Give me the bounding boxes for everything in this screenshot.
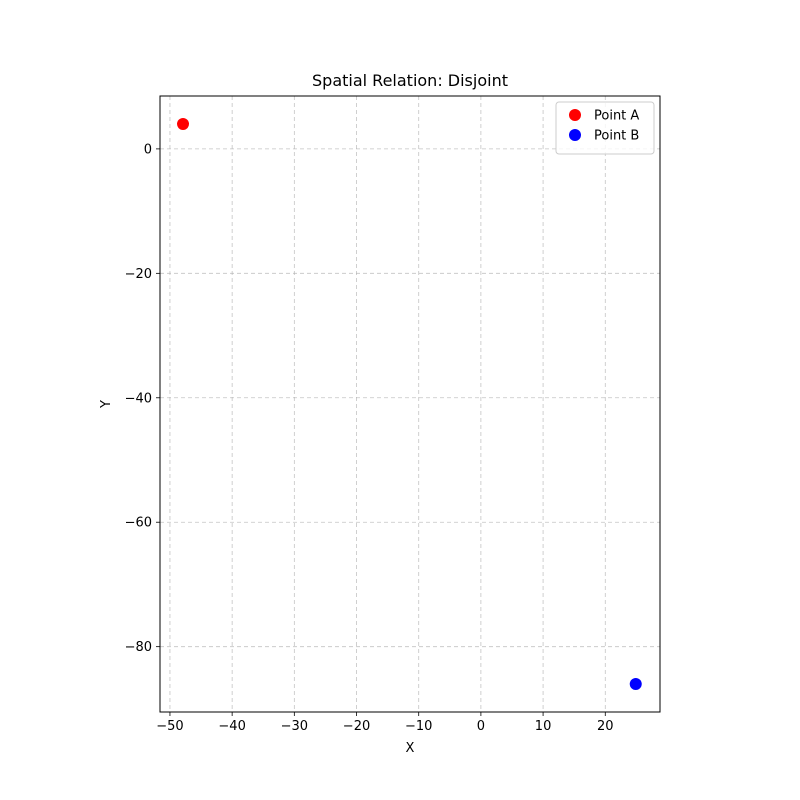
x-axis-label: X bbox=[406, 741, 415, 756]
x-tick-label: 0 bbox=[477, 719, 485, 734]
chart-title: Spatial Relation: Disjoint bbox=[312, 71, 508, 90]
legend-marker-point-b bbox=[569, 129, 581, 141]
y-tick-label: −40 bbox=[125, 391, 152, 406]
legend-marker-point-a bbox=[569, 109, 581, 121]
legend-label-point-b: Point B bbox=[594, 129, 639, 144]
data-point-point-b bbox=[629, 678, 642, 690]
plot-frame bbox=[159, 95, 661, 713]
x-tick-label: −30 bbox=[281, 719, 308, 734]
y-tick-label: −80 bbox=[125, 640, 152, 655]
grid bbox=[160, 96, 660, 712]
data-point-point-a bbox=[177, 118, 190, 130]
x-tick-label: −50 bbox=[156, 719, 183, 734]
legend: Point A Point B bbox=[555, 101, 655, 155]
x-tick-label: −10 bbox=[405, 719, 432, 734]
legend-label-point-a: Point A bbox=[594, 109, 639, 124]
y-tick-label: 0 bbox=[144, 142, 152, 157]
y-tick-label: −60 bbox=[125, 516, 152, 531]
y-tick-label: −20 bbox=[125, 267, 152, 282]
x-tick-label: −20 bbox=[343, 719, 370, 734]
x-tick-label: 20 bbox=[597, 719, 614, 734]
data-points bbox=[177, 118, 642, 690]
y-axis-label: Y bbox=[99, 400, 114, 409]
x-tick-label: −40 bbox=[218, 719, 245, 734]
x-tick-label: 10 bbox=[535, 719, 552, 734]
axis-ticks: −50 −40 −30 −20 −10 0 10 20 0 −20 −40 −60 −80 bbox=[125, 142, 614, 734]
